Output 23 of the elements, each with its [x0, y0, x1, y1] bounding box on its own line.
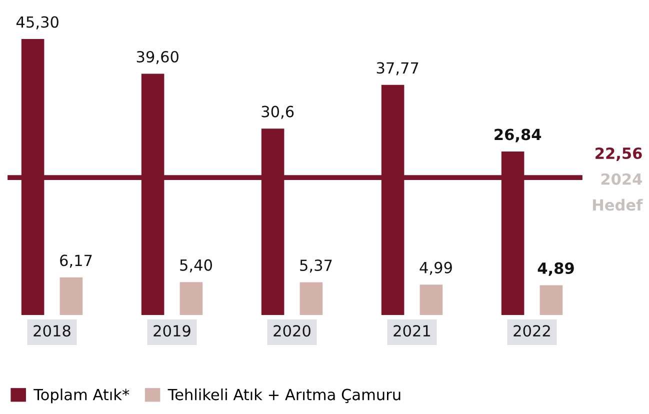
data-label: 6,17	[60, 254, 92, 268]
data-label: 5,37	[300, 259, 332, 273]
x-tick-label: 2021	[394, 325, 430, 337]
bar	[180, 282, 203, 315]
x-tick-label: 2018	[34, 325, 70, 337]
bar	[60, 277, 83, 315]
data-label: 26,84	[494, 128, 542, 142]
x-tick-label: 2019	[154, 325, 190, 337]
legend-label: Tehlikeli Atık + Arıtma Çamuru	[168, 388, 400, 404]
data-label: 30,6	[262, 106, 294, 119]
bar	[420, 284, 443, 315]
x-tick-label: 2022	[514, 325, 550, 337]
legend-label: Toplam Atık*	[34, 388, 130, 404]
data-label: 39,60	[136, 50, 178, 64]
data-label: 4,89	[538, 262, 574, 276]
ref-line-label: 22,56 2024 Hedef	[593, 147, 643, 211]
bar	[300, 282, 323, 315]
data-label: 4,99	[420, 262, 452, 275]
data-label: 37,77	[376, 62, 418, 76]
data-label: 45,30	[16, 16, 58, 30]
bar	[540, 285, 563, 315]
x-tick-label: 2020	[274, 325, 310, 337]
data-label: 5,40	[180, 259, 212, 272]
